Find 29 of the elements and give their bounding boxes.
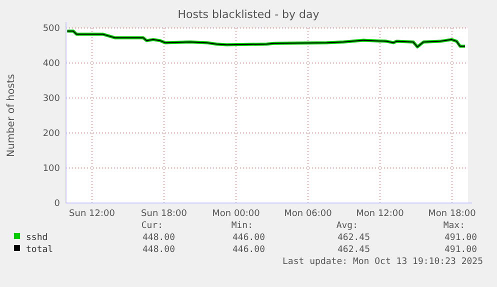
x-tick-label: Sun 12:00 — [69, 209, 116, 219]
chart-title: Hosts blacklisted - by day — [178, 8, 320, 21]
legend-label: sshd — [26, 233, 48, 243]
text: 446.00 — [232, 245, 265, 255]
text: 462.45 — [337, 245, 370, 255]
text: Min: — [231, 221, 253, 231]
legend-label: total — [26, 245, 54, 255]
x-tick-label: Mon 06:00 — [284, 209, 332, 219]
y-tick-label: 500 — [42, 24, 60, 34]
x-tick-label: Sun 18:00 — [141, 209, 188, 219]
text: 446.00 — [232, 233, 265, 243]
text: Max: — [443, 221, 465, 231]
text: 462.45 — [337, 233, 370, 243]
x-tick-label: Mon 12:00 — [356, 209, 404, 219]
text: Last update: Mon Oct 13 19:10:23 2025 — [282, 257, 483, 267]
x-tick-label: Mon 00:00 — [212, 209, 260, 219]
y-tick-label: 300 — [42, 94, 60, 104]
y-tick-label: 400 — [42, 59, 60, 70]
text: 448.00 — [142, 233, 175, 243]
text: 491.00 — [444, 233, 477, 243]
text: 491.00 — [444, 245, 477, 255]
y-tick-label: 0 — [54, 199, 60, 210]
text: 448.00 — [142, 245, 175, 255]
y-tick-label: 100 — [42, 164, 60, 174]
y-axis-title: Number of hosts — [6, 74, 17, 157]
y-tick-label: 200 — [42, 129, 60, 140]
text: Avg: — [336, 221, 358, 231]
text: Cur: — [141, 221, 163, 231]
x-tick-label: Mon 18:00 — [428, 209, 476, 219]
